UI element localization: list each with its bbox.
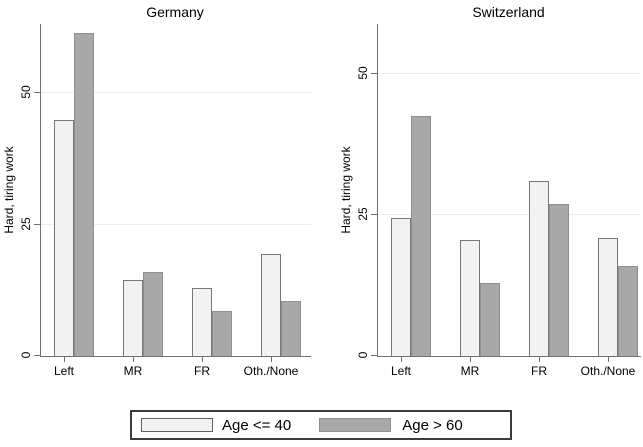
panel-title-switzerland: Switzerland bbox=[472, 4, 545, 20]
x-axis-tick bbox=[271, 357, 272, 362]
y-axis-label-switzerland: Hard, tiring work bbox=[339, 146, 353, 234]
bar-age-gt-60-left bbox=[411, 116, 431, 356]
bar-age-lte-40-mr bbox=[123, 280, 143, 356]
x-axis-tick bbox=[202, 357, 203, 362]
bar-age-gt-60-oth-none bbox=[281, 301, 301, 356]
y-axis-tick bbox=[34, 223, 40, 225]
y-axis-tick bbox=[34, 92, 40, 94]
x-tick-label: Oth./None bbox=[580, 364, 636, 378]
bar-age-lte-40-mr bbox=[460, 240, 480, 356]
gridline bbox=[41, 223, 311, 225]
y-tick-label: 50 bbox=[356, 66, 370, 80]
legend-swatch-age-gt-60 bbox=[319, 418, 392, 432]
gridline bbox=[378, 214, 641, 216]
bar-age-gt-60-mr bbox=[143, 272, 163, 356]
x-axis-tick bbox=[133, 357, 134, 362]
legend-label-age-gt-60: Age > 60 bbox=[402, 416, 463, 434]
bar-age-lte-40-oth-none bbox=[261, 254, 281, 356]
legend-label-age-lte-40: Age <= 40 bbox=[222, 416, 292, 434]
x-tick-label: FR bbox=[194, 364, 210, 378]
x-tick-label: FR bbox=[531, 364, 547, 378]
x-tick-label: Left bbox=[390, 364, 412, 378]
plot-area-germany: 0 25 50 Left MR FR Oth./None bbox=[19, 24, 311, 378]
y-tick-label: 0 bbox=[19, 351, 33, 359]
bar-age-gt-60-fr bbox=[212, 311, 232, 356]
x-axis-tick bbox=[401, 357, 402, 362]
y-tick-label: 25 bbox=[356, 207, 370, 221]
y-tick-label: 25 bbox=[19, 216, 33, 231]
x-tick-label: Left bbox=[53, 364, 75, 378]
y-axis-tick bbox=[371, 355, 377, 356]
y-tick-label: 50 bbox=[19, 85, 33, 100]
bar-age-lte-40-left bbox=[54, 120, 74, 356]
y-axis-tick bbox=[371, 214, 377, 216]
x-tick-label: MR bbox=[460, 364, 480, 378]
x-axis-tick bbox=[539, 357, 540, 362]
x-tick-label: MR bbox=[123, 364, 143, 378]
gridline bbox=[378, 73, 641, 75]
y-axis-tick bbox=[34, 355, 40, 356]
bar-age-lte-40-fr bbox=[529, 181, 549, 356]
bar-age-gt-60-fr bbox=[549, 204, 569, 356]
bar-age-lte-40-oth-none bbox=[598, 238, 618, 356]
x-axis-tick bbox=[608, 357, 609, 362]
bar-age-gt-60-mr bbox=[480, 283, 500, 356]
bar-age-lte-40-fr bbox=[192, 288, 212, 356]
y-axis-label-germany: Hard, tiring work bbox=[2, 146, 16, 234]
y-axis-tick bbox=[371, 73, 377, 75]
plot-area-switzerland: 0 25 50 Left MR FR Oth./None bbox=[356, 24, 641, 378]
x-axis-tick bbox=[64, 357, 65, 362]
y-tick-label: 0 bbox=[356, 351, 370, 359]
panel-title-germany: Germany bbox=[146, 4, 204, 20]
bar-age-lte-40-left bbox=[391, 218, 411, 356]
bar-age-gt-60-oth-none bbox=[618, 266, 638, 356]
legend-swatch-age-lte-40 bbox=[141, 418, 213, 432]
bar-age-gt-60-left bbox=[74, 33, 94, 356]
x-tick-label: Oth./None bbox=[243, 364, 299, 378]
gridline bbox=[41, 92, 311, 94]
x-axis-tick bbox=[470, 357, 471, 362]
legend: Age <= 40 Age > 60 bbox=[130, 410, 512, 440]
